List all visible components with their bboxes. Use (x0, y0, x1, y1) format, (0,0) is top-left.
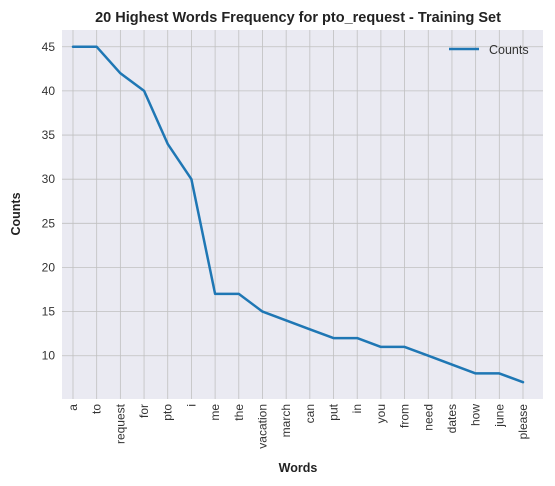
x-tick-label: a (66, 404, 80, 411)
x-tick-label: you (374, 404, 388, 423)
series-lines (71, 45, 525, 384)
x-tick-label: june (492, 404, 506, 428)
x-tick-label: from (398, 404, 412, 428)
x-tick-label: need (421, 404, 435, 431)
y-tick-label: 35 (42, 128, 56, 142)
y-tick-label: 25 (42, 216, 56, 230)
x-tick-label: march (279, 404, 293, 437)
x-axis-label: Words (279, 461, 318, 475)
y-tick-label: 45 (42, 40, 56, 54)
legend: Counts (449, 43, 529, 57)
x-tick-label: to (90, 404, 104, 414)
x-tick-label: pto (161, 404, 175, 421)
x-tick-label: for (137, 404, 151, 418)
y-tick-label: 15 (42, 305, 56, 319)
x-tick-label: i (184, 404, 198, 407)
plot-area (62, 30, 543, 399)
x-tick-label: put (327, 403, 341, 420)
x-tick-label: can (303, 404, 317, 423)
x-tick-label: dates (445, 404, 459, 433)
x-tick-label: the (232, 404, 246, 421)
chart-title: 20 Highest Words Frequency for pto_reque… (95, 10, 501, 26)
series-line-counts (71, 45, 525, 384)
x-tick-label: how (469, 404, 483, 426)
legend-label-counts: Counts (489, 43, 529, 57)
y-tick-labels: 10 15 20 25 30 35 40 45 (42, 40, 56, 363)
x-tick-labels: a to request for pto i me the vacation march can pu… (66, 403, 530, 448)
y-tick-label: 40 (42, 84, 56, 98)
y-tick-label: 20 (42, 260, 56, 274)
x-tick-label: vacation (255, 404, 269, 449)
x-tick-label: request (113, 403, 127, 444)
y-tick-label: 30 (42, 172, 56, 186)
x-tick-label: me (208, 404, 222, 421)
y-tick-label: 10 (42, 349, 56, 363)
x-tick-label: please (516, 404, 530, 440)
x-tick-label: in (350, 404, 364, 413)
y-axis-label: Counts (9, 192, 23, 235)
